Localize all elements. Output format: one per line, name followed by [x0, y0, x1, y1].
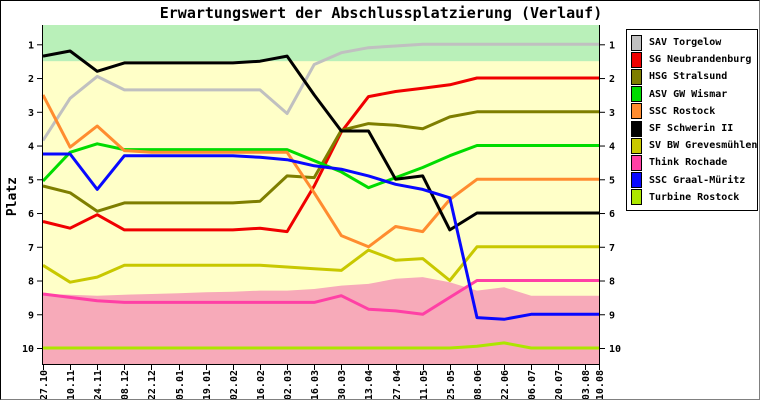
legend-item-think-rochade: Think Rochade — [627, 154, 757, 171]
y-tick-label: 8 — [609, 277, 615, 288]
x-tick-label: 27.04 — [392, 370, 403, 400]
y-tick-label: 9 — [609, 310, 615, 321]
series-line-sv-bw-grevesm-hlen — [42, 245, 599, 284]
legend-swatch-icon — [631, 86, 642, 103]
legend-label: SSC Graal-Müritz — [649, 174, 746, 186]
legend-swatch-icon — [631, 154, 642, 171]
x-tick-label: 02.02 — [229, 370, 240, 400]
y-tick-label: 1 — [28, 40, 34, 51]
legend-label: ASV GW Wismar — [649, 88, 728, 100]
x-tick-label: 05.01 — [175, 370, 186, 400]
y-tick-label: 2 — [609, 74, 615, 85]
y-tick-label: 5 — [28, 175, 34, 186]
legend-label: SV BW Grevesmühlen — [649, 140, 758, 152]
series-line-sf-schwerin-ii — [42, 49, 599, 232]
legend-swatch-icon — [631, 34, 642, 51]
series-line-sav-torgelow — [41, 42, 599, 142]
x-tick-label: 06.07 — [527, 370, 538, 400]
legend-swatch-icon — [631, 137, 642, 154]
legend-swatch-icon — [631, 189, 642, 206]
legend-item-sav-torgelow: SAV Torgelow — [627, 34, 757, 51]
x-tick-label: 30.03 — [337, 370, 348, 400]
y-tick-label: 2 — [28, 74, 34, 85]
y-tick-label: 4 — [28, 142, 34, 153]
legend-item-sv-bw-grevesm-hlen: SV BW Grevesmühlen — [627, 137, 757, 154]
y-tick-label: 3 — [28, 108, 34, 119]
relegation-zone-area — [43, 277, 599, 364]
legend-swatch-icon — [631, 51, 642, 68]
x-tick-label: 27.10 — [39, 370, 50, 400]
legend-item-ssc-rostock: SSC Rostock — [627, 103, 757, 120]
series-line-sg-neubrandenburg — [42, 76, 599, 234]
series-line-think-rochade — [42, 279, 599, 316]
y-tick-label: 1 — [609, 40, 615, 51]
x-tick-label: 08.12 — [120, 370, 131, 400]
legend-item-turbine-rostock: Turbine Rostock — [627, 189, 757, 206]
x-tick-label: 19.01 — [202, 370, 213, 400]
series-line-ssc-rostock — [41, 94, 599, 249]
y-tick-label: 7 — [609, 243, 615, 254]
x-tick-label: 13.04 — [364, 370, 375, 400]
y-tick-label: 10 — [22, 344, 34, 355]
y-tick-label: 9 — [28, 310, 34, 321]
x-tick-label: 22.12 — [147, 370, 158, 400]
y-tick-label: 4 — [609, 142, 615, 153]
legend-swatch-icon — [631, 68, 642, 85]
legend-swatch-icon — [631, 172, 642, 189]
legend-item-asv-gw-wismar: ASV GW Wismar — [627, 86, 757, 103]
legend-label: HSG Stralsund — [649, 71, 728, 83]
legend-item-sf-schwerin-ii: SF Schwerin II — [627, 120, 757, 137]
x-tick-label: 16.02 — [256, 370, 267, 400]
x-tick-label: 22.06 — [500, 370, 511, 400]
chart-title: Erwartungswert der Abschlussplatzierung … — [159, 4, 603, 22]
y-tick-label: 6 — [28, 209, 34, 220]
x-tick-label: 03.08 — [581, 370, 592, 400]
x-tick-label: 10.11 — [66, 370, 77, 400]
y-tick-label: 6 — [609, 209, 615, 220]
y-tick-label: 3 — [609, 108, 615, 119]
legend-label: Think Rochade — [649, 157, 728, 169]
y-tick-label: 10 — [609, 344, 621, 355]
legend-swatch-icon — [631, 103, 642, 120]
legend-label: SG Neubrandenburg — [649, 54, 752, 66]
series-line-turbine-rostock — [43, 341, 599, 350]
legend-label: SSC Rostock — [649, 105, 716, 117]
x-tick-label: 10.08 — [595, 370, 606, 400]
y-tick-label: 7 — [28, 243, 34, 254]
series-line-hsg-stralsund — [42, 110, 599, 213]
legend-label: SF Schwerin II — [649, 123, 734, 135]
x-tick-label: 08.06 — [473, 370, 484, 400]
x-tick-label: 11.05 — [419, 370, 430, 400]
legend-label: SAV Torgelow — [649, 37, 722, 49]
x-tick-label: 24.11 — [93, 370, 104, 400]
legend-item-ssc-graal-m-ritz: SSC Graal-Müritz — [627, 172, 757, 189]
legend-label: Turbine Rostock — [649, 191, 740, 203]
legend-swatch-icon — [631, 120, 642, 137]
x-tick-label: 02.03 — [283, 370, 294, 400]
series-line-ssc-graal-m-ritz — [43, 152, 599, 321]
x-tick-label: 20.07 — [554, 370, 565, 400]
legend: SAV Torgelow SG Neubrandenburg HSG Stralsu… — [626, 29, 758, 211]
x-tick-label: 16.03 — [310, 370, 321, 400]
y-tick-label: 8 — [28, 277, 34, 288]
x-tick-label: 25.05 — [446, 370, 457, 400]
y-tick-label: 5 — [609, 175, 615, 186]
legend-item-sg-neubrandenburg: SG Neubrandenburg — [627, 51, 757, 68]
legend-item-hsg-stralsund: HSG Stralsund — [627, 68, 757, 85]
